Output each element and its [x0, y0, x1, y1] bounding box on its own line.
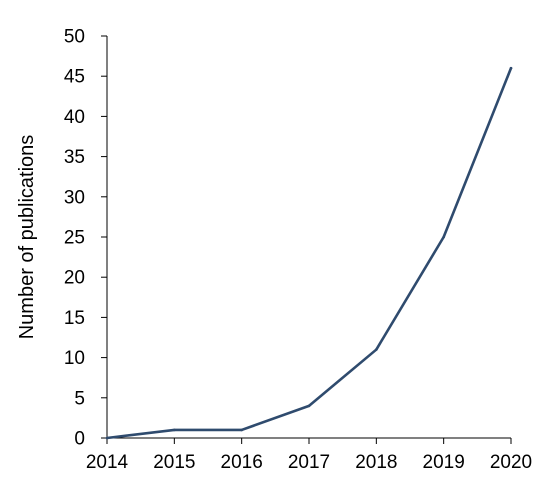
data-point — [375, 348, 378, 351]
data-point — [307, 404, 311, 408]
x-tick-label: 2018 — [355, 452, 397, 473]
y-tick-label: 0 — [74, 429, 85, 450]
y-tick-label: 40 — [64, 107, 85, 128]
x-axis: 2014 2015 2016 2017 2018 2019 2020 — [86, 437, 532, 473]
series-line — [105, 66, 513, 440]
y-tick-label: 20 — [64, 268, 85, 289]
y-axis-title: Number of publications — [16, 135, 38, 340]
y-tick-label: 50 — [64, 27, 85, 48]
x-tick-label: 2016 — [221, 452, 263, 473]
y-tick-label: 15 — [64, 308, 85, 329]
y-tick-label: 5 — [74, 388, 85, 409]
x-tick-label: 2015 — [153, 452, 195, 473]
x-tick-label: 2019 — [423, 452, 465, 473]
y-tick-label: 10 — [64, 348, 85, 369]
y-tick-label: 25 — [64, 228, 85, 249]
data-point — [509, 66, 513, 70]
x-tick-label: 2017 — [288, 452, 330, 473]
y-tick-label: 45 — [64, 67, 85, 88]
series-layer — [105, 66, 513, 440]
data-point — [105, 436, 109, 440]
data-point — [173, 428, 176, 432]
data-point — [240, 428, 243, 432]
x-tick-label: 2020 — [490, 452, 532, 473]
y-axis: 0 5 10 15 20 25 30 35 40 45 50 — [64, 27, 108, 450]
data-point — [442, 235, 445, 239]
y-tick-label: 35 — [64, 147, 85, 168]
x-tick-label: 2014 — [86, 452, 129, 473]
y-tick-label: 30 — [64, 187, 85, 208]
